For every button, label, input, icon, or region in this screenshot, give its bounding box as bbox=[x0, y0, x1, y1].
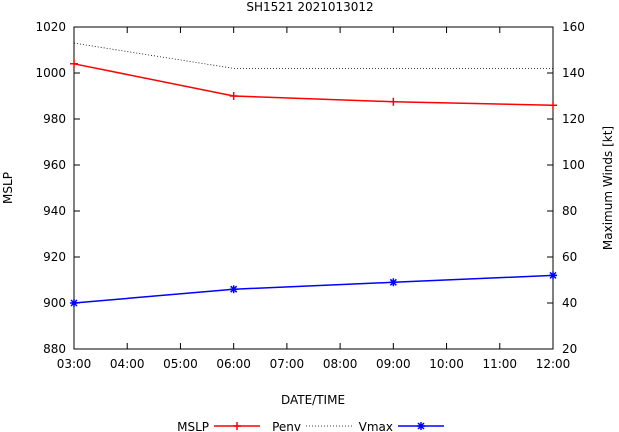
x-tick-label: 06:00 bbox=[216, 357, 251, 371]
legend-label-penv: Penv bbox=[272, 420, 301, 432]
data-point-vmax bbox=[70, 299, 78, 307]
y-tick-label-left: 960 bbox=[43, 158, 66, 172]
x-tick-label: 12:00 bbox=[536, 357, 571, 371]
y-tick-label-left: 880 bbox=[43, 342, 66, 356]
x-axis-label: DATE/TIME bbox=[281, 393, 345, 407]
y-axis-right: 20 40 60 80 100 120 140 160 bbox=[547, 20, 585, 356]
x-tick-label: 03:00 bbox=[57, 357, 92, 371]
legend-label-vmax: Vmax bbox=[359, 420, 393, 432]
x-tick-label: 10:00 bbox=[429, 357, 464, 371]
y-tick-label-right: 20 bbox=[562, 342, 577, 356]
x-tick-label: 11:00 bbox=[482, 357, 517, 371]
x-tick-label: 07:00 bbox=[270, 357, 305, 371]
data-point-vmax bbox=[229, 285, 238, 294]
legend-label-mslp: MSLP bbox=[177, 420, 209, 432]
y-tick-label-right: 120 bbox=[562, 112, 585, 126]
y-tick-label-right: 100 bbox=[562, 158, 585, 172]
data-point-mslp bbox=[70, 59, 78, 68]
data-point-vmax bbox=[549, 271, 557, 280]
y-tick-label-left: 1000 bbox=[35, 66, 66, 80]
y-tick-label-left: 920 bbox=[43, 250, 66, 264]
data-point-mslp bbox=[549, 101, 557, 110]
y-tick-label-right: 80 bbox=[562, 204, 577, 218]
y-tick-label-left: 980 bbox=[43, 112, 66, 126]
data-point-mslp bbox=[389, 97, 398, 106]
chart-title: SH1521 2021013012 bbox=[246, 0, 373, 14]
x-tick-label: 09:00 bbox=[376, 357, 411, 371]
data-point-mslp bbox=[229, 92, 238, 100]
y-axis-label-right: Maximum Winds [kt] bbox=[601, 126, 615, 250]
legend-sample-vmax bbox=[398, 422, 444, 430]
y-tick-label-left: 900 bbox=[43, 296, 66, 310]
y-axis-label-left: MSLP bbox=[1, 172, 15, 204]
series-line-vmax bbox=[73, 274, 554, 304]
legend-marker bbox=[417, 422, 425, 430]
x-tick-label: 04:00 bbox=[110, 357, 145, 371]
legend-marker bbox=[233, 422, 241, 430]
series-layer bbox=[70, 42, 557, 307]
y-tick-label-right: 40 bbox=[562, 296, 577, 310]
series-line-mslp bbox=[73, 63, 554, 106]
plot-frame bbox=[73, 26, 554, 350]
data-point-vmax bbox=[389, 278, 398, 287]
y-tick-label-left: 1020 bbox=[35, 20, 66, 34]
x-tick-label: 05:00 bbox=[163, 357, 198, 371]
legend: MSLP Penv Vmax bbox=[177, 420, 444, 432]
series-line-penv bbox=[73, 42, 553, 69]
x-tick-label: 08:00 bbox=[323, 357, 358, 371]
x-axis: 03:00 04:00 05:00 06:00 07:00 08:00 09:00 10:00… bbox=[57, 27, 571, 371]
y-tick-label-right: 60 bbox=[562, 250, 577, 264]
y-tick-label-right: 140 bbox=[562, 66, 585, 80]
legend-sample-mslp bbox=[214, 422, 260, 430]
y-tick-label-right: 160 bbox=[562, 20, 585, 34]
y-tick-label-left: 940 bbox=[43, 204, 66, 218]
